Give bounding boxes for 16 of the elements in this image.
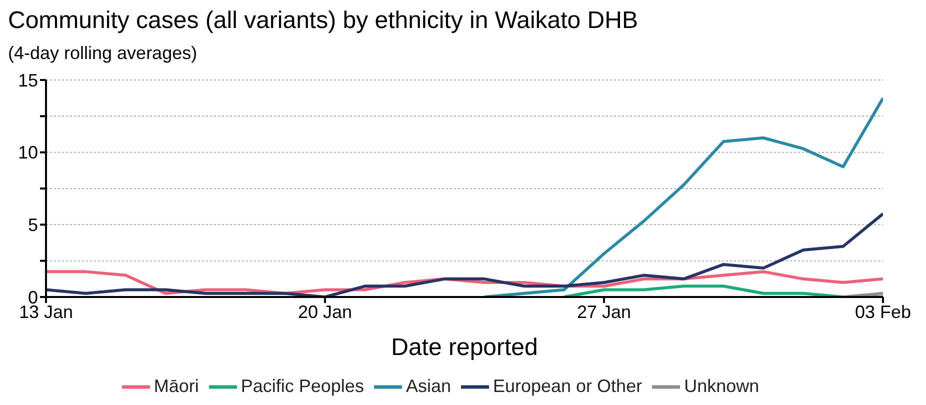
legend-label: Unknown: [684, 376, 760, 396]
line-series: [562, 284, 883, 297]
y-tick-label: 5: [28, 215, 38, 236]
legend-label: Asian: [406, 376, 451, 396]
x-tick-label: 20 Jan: [298, 302, 352, 322]
x-tick-label: 03 Feb: [854, 302, 912, 322]
chart-title: Community cases (all variants) by ethnicity in Waikato DHB: [8, 6, 639, 36]
x-tick-label: 27 Jan: [576, 302, 632, 322]
legend-label: Māori: [154, 376, 199, 396]
legend-label: European or Other: [492, 376, 642, 396]
line-series: [482, 96, 883, 297]
x-axis-title: Date reported: [391, 334, 538, 361]
y-tick-label: 10: [18, 142, 38, 163]
chart-subtitle: (4-day rolling averages): [8, 42, 198, 65]
legend-label: Pacific Peoples: [240, 376, 364, 396]
y-tick-label: 15: [18, 70, 38, 90]
